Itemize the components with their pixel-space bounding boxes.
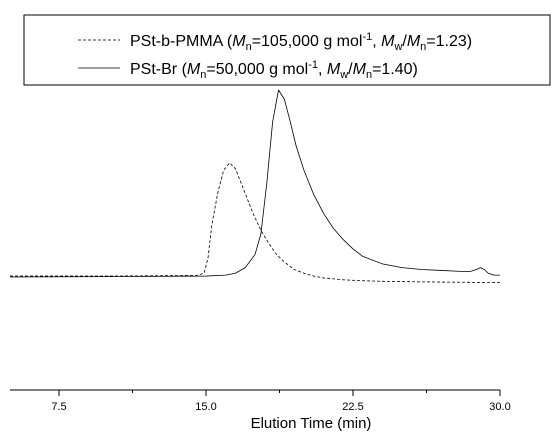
series-line-2 bbox=[9, 89, 500, 278]
x-tick-label: 30.0 bbox=[489, 401, 510, 413]
legend-label-series-1: PSt-b-PMMA (Mn=105,000 g mol-1, Mw/Mn=1.… bbox=[130, 31, 472, 53]
legend-label-series-2: PSt-Br (Mn=50,000 g mol-1, Mw/Mn=1.40) bbox=[130, 59, 418, 81]
legend-box bbox=[23, 14, 551, 86]
series-layer bbox=[9, 89, 501, 284]
x-ticks: 7.5 15.0 22.5 30.0 bbox=[51, 390, 511, 413]
x-tick-label: 15.0 bbox=[195, 401, 216, 413]
x-tick-label: 7.5 bbox=[51, 401, 66, 413]
x-tick-label: 22.5 bbox=[342, 401, 363, 413]
series-line-1 bbox=[10, 162, 501, 284]
x-axis-title: Elution Time (min) bbox=[251, 415, 372, 432]
